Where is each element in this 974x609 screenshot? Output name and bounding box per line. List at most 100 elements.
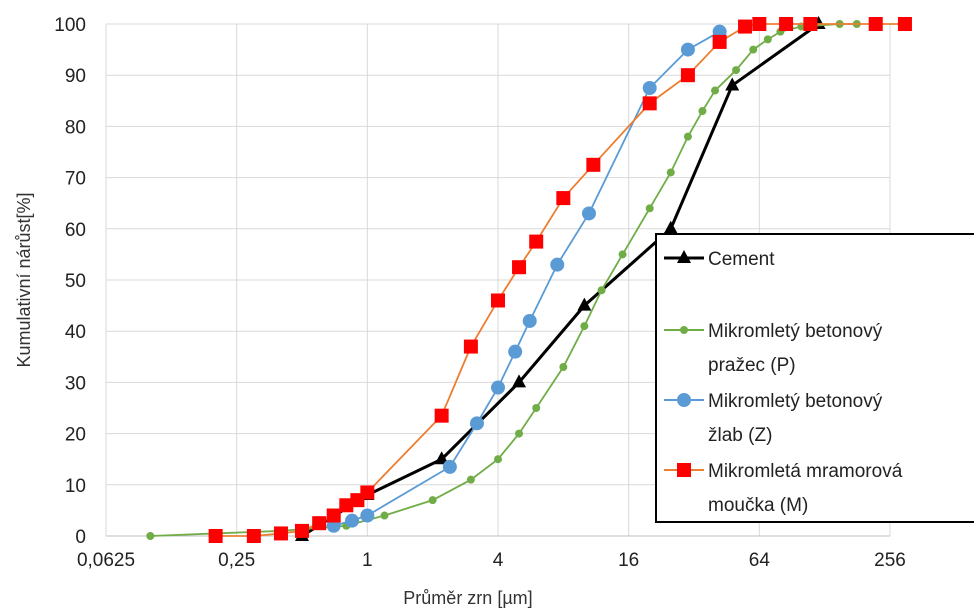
data-point: [577, 297, 592, 311]
data-point: [698, 107, 707, 116]
data-point: [508, 344, 523, 359]
data-point: [642, 96, 657, 111]
data-point: [738, 19, 753, 34]
data-point: [246, 529, 261, 543]
x-tick-label: 4: [493, 550, 504, 571]
data-point: [680, 42, 695, 57]
data-point: [725, 77, 740, 91]
data-point: [512, 260, 527, 275]
data-point: [677, 250, 691, 263]
data-point: [763, 35, 772, 44]
data-point: [779, 17, 794, 31]
data-point: [428, 496, 437, 505]
y-tick-label: 80: [65, 117, 86, 138]
data-point: [326, 508, 341, 523]
data-point: [312, 516, 327, 531]
x-tick-label: 64: [749, 550, 771, 571]
y-tick-label: 50: [65, 271, 86, 292]
legend-label: Mikromletý betonový: [708, 391, 883, 412]
y-tick-label: 30: [65, 373, 86, 394]
data-point: [522, 313, 537, 328]
legend-item-4: Mikromletá mramorová moučka (M): [664, 461, 903, 516]
data-point: [491, 293, 505, 308]
data-point: [529, 234, 544, 249]
data-point: [494, 455, 502, 464]
data-point: [532, 404, 541, 412]
data-point: [339, 498, 354, 513]
data-point: [677, 393, 691, 407]
data-point: [380, 511, 389, 520]
data-point: [749, 45, 758, 54]
data-point: [491, 380, 505, 395]
series-line: [301, 22, 820, 538]
data-point: [512, 374, 527, 388]
x-tick-labels: 0,0625 0,25 1 4 16 64 256: [77, 550, 906, 571]
legend-item-3: Mikromletý betonový žlab (Z): [664, 391, 883, 446]
y-tick-label: 70: [65, 169, 86, 190]
data-point: [683, 132, 692, 141]
x-tick-label: 16: [618, 550, 639, 571]
data-point: [146, 532, 155, 540]
data-point: [680, 326, 688, 334]
y-tick-label: 100: [54, 15, 86, 36]
data-point: [711, 86, 720, 95]
legend-box: [655, 233, 974, 523]
x-tick-label: 0,0625: [77, 550, 135, 571]
data-point: [434, 451, 449, 465]
data-point: [712, 34, 727, 49]
data-point: [597, 286, 606, 295]
series-2: [146, 20, 861, 540]
data-point: [208, 529, 223, 543]
y-tick-label: 10: [65, 476, 86, 497]
legend-item-2: Mikromletý betonový pražec (P): [664, 321, 883, 376]
data-point: [463, 339, 478, 354]
data-point: [469, 416, 484, 431]
y-tick-label: 90: [65, 66, 86, 87]
data-point: [556, 191, 571, 206]
y-tick-labels: 0 10 20 30 40 50 60 70 80 90 100: [54, 15, 86, 548]
y-tick-label: 40: [65, 322, 86, 343]
data-point: [897, 17, 912, 31]
x-tick-label: 0,25: [218, 550, 255, 571]
series-4: [208, 17, 912, 543]
y-tick-label: 0: [75, 527, 86, 548]
legend-label: Mikromletý betonový: [708, 321, 883, 342]
data-point: [732, 66, 741, 75]
data-series: [146, 16, 912, 543]
y-tick-label: 20: [65, 425, 86, 446]
legend-label: moučka (M): [708, 495, 808, 516]
data-point: [677, 463, 691, 477]
x-tick-label: 256: [874, 550, 906, 571]
legend-item-1: Cement: [664, 249, 775, 270]
data-point: [442, 459, 457, 474]
x-axis-label: Průměr zrn [µm]: [403, 588, 532, 608]
data-point: [663, 220, 678, 234]
data-point: [868, 17, 883, 31]
data-point: [618, 250, 627, 259]
data-point: [559, 363, 568, 372]
data-point: [360, 508, 375, 523]
data-point: [586, 157, 601, 172]
legend-label: žlab (Z): [708, 425, 772, 446]
data-point: [580, 322, 589, 331]
data-point: [680, 68, 695, 83]
data-point: [515, 429, 524, 438]
data-point: [581, 206, 596, 221]
legend-label: Mikromletá mramorová: [708, 461, 903, 482]
data-point: [645, 204, 654, 213]
x-tick-label: 1: [362, 550, 373, 571]
y-axis-label: Kumulativní nárůst[%]: [14, 192, 34, 367]
data-point: [360, 485, 375, 500]
data-point: [666, 168, 675, 177]
data-point: [752, 17, 767, 31]
data-point: [466, 475, 475, 484]
data-point: [550, 257, 565, 272]
legend-label: Cement: [708, 249, 775, 270]
data-point: [434, 408, 449, 423]
legend-label: pražec (P): [708, 355, 796, 376]
data-point: [642, 81, 657, 95]
data-point: [295, 523, 309, 538]
data-point: [273, 526, 288, 541]
